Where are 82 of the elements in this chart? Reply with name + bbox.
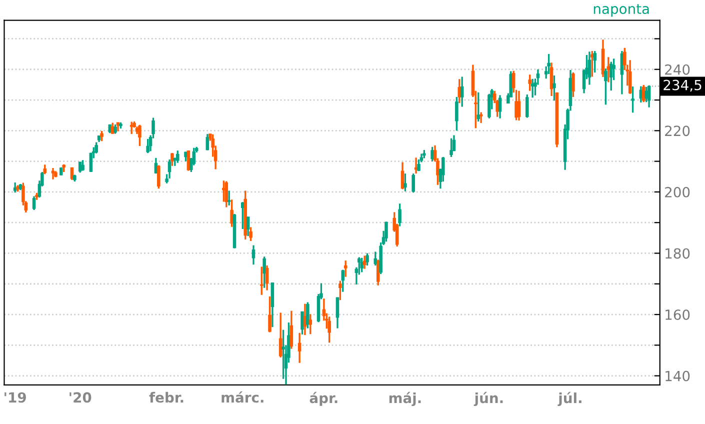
candlestick — [398, 202, 402, 228]
candlestick — [168, 158, 172, 180]
candlestick — [450, 137, 453, 158]
candlestick — [366, 252, 369, 266]
candlestick — [81, 159, 84, 172]
candlestick — [260, 266, 264, 296]
y-tick-label: 180 — [666, 248, 690, 259]
x-tick-label: '19 — [4, 392, 26, 403]
candlestick — [32, 195, 36, 211]
candlestick — [249, 226, 252, 242]
candlestick — [552, 74, 556, 102]
candlestick — [628, 59, 632, 95]
candlestick — [306, 301, 310, 330]
candlestick — [270, 282, 274, 328]
candlestick — [308, 313, 312, 335]
x-tick-label: febr. — [149, 392, 184, 403]
candlestick — [604, 68, 608, 106]
candlestick — [13, 182, 17, 194]
candlestick — [43, 164, 47, 176]
candlestick — [430, 146, 434, 162]
candlestick — [572, 72, 575, 98]
candlestick — [100, 130, 104, 142]
candlestick — [138, 124, 142, 147]
candlestick — [547, 53, 550, 75]
candlestick — [647, 84, 651, 108]
candlestick — [265, 264, 269, 292]
candlestick — [360, 256, 364, 274]
candlestick — [262, 256, 266, 289]
candlestick — [588, 50, 592, 86]
candlestick — [476, 92, 480, 122]
x-tick-label: máj. — [389, 392, 421, 406]
candlestick — [404, 172, 407, 192]
annotation: 234,5 — [664, 80, 702, 92]
candlestick — [252, 244, 256, 266]
x-tick-label: júl. — [558, 392, 582, 406]
candlestick — [460, 76, 464, 108]
candlestick — [479, 111, 483, 124]
candlestick — [300, 310, 304, 336]
x-tick-label: jún. — [474, 392, 503, 406]
candlestick — [336, 296, 340, 330]
candlestick — [146, 138, 150, 154]
text: naponta — [594, 4, 649, 17]
candlestick — [278, 312, 282, 358]
x-tick-label: ápr. — [310, 392, 338, 406]
candlestick — [51, 167, 55, 180]
y-tick-label: 220 — [665, 126, 690, 136]
candlestick — [298, 332, 302, 364]
candlestick — [94, 141, 98, 154]
y-tick-label: 200 — [665, 186, 690, 198]
candlestick — [341, 268, 345, 293]
candlestick — [631, 86, 634, 114]
candlestick — [206, 133, 210, 152]
y-tick-label: 160 — [666, 309, 690, 320]
candlestick — [517, 90, 521, 122]
x-tick-label: '20 — [70, 392, 92, 403]
candlestick — [246, 216, 250, 237]
candlestick — [338, 280, 342, 301]
candlestick — [593, 50, 596, 74]
candlestick — [230, 198, 234, 228]
x-tick-label: márc. — [222, 391, 264, 403]
candlestick — [642, 84, 646, 103]
candlestick — [455, 96, 458, 132]
candlestick — [528, 74, 532, 92]
candlestick — [488, 93, 491, 120]
candlestick — [344, 260, 348, 278]
candlestick — [176, 150, 180, 164]
candlestick — [290, 310, 294, 350]
candlestick — [114, 124, 117, 135]
candlestick — [412, 172, 415, 194]
candlestick — [227, 190, 231, 206]
candlestick — [268, 296, 272, 334]
candlestick — [170, 152, 174, 167]
candlestick — [384, 220, 388, 242]
candlestick — [530, 78, 534, 98]
candlestick — [328, 316, 331, 344]
candlestick — [130, 120, 134, 135]
y-tick-label: 240 — [665, 64, 690, 75]
y-tick-label: 140 — [666, 370, 690, 382]
candlestick — [157, 164, 160, 190]
candlestick — [184, 150, 188, 162]
candlestick — [525, 94, 529, 119]
candlestick — [498, 94, 502, 120]
